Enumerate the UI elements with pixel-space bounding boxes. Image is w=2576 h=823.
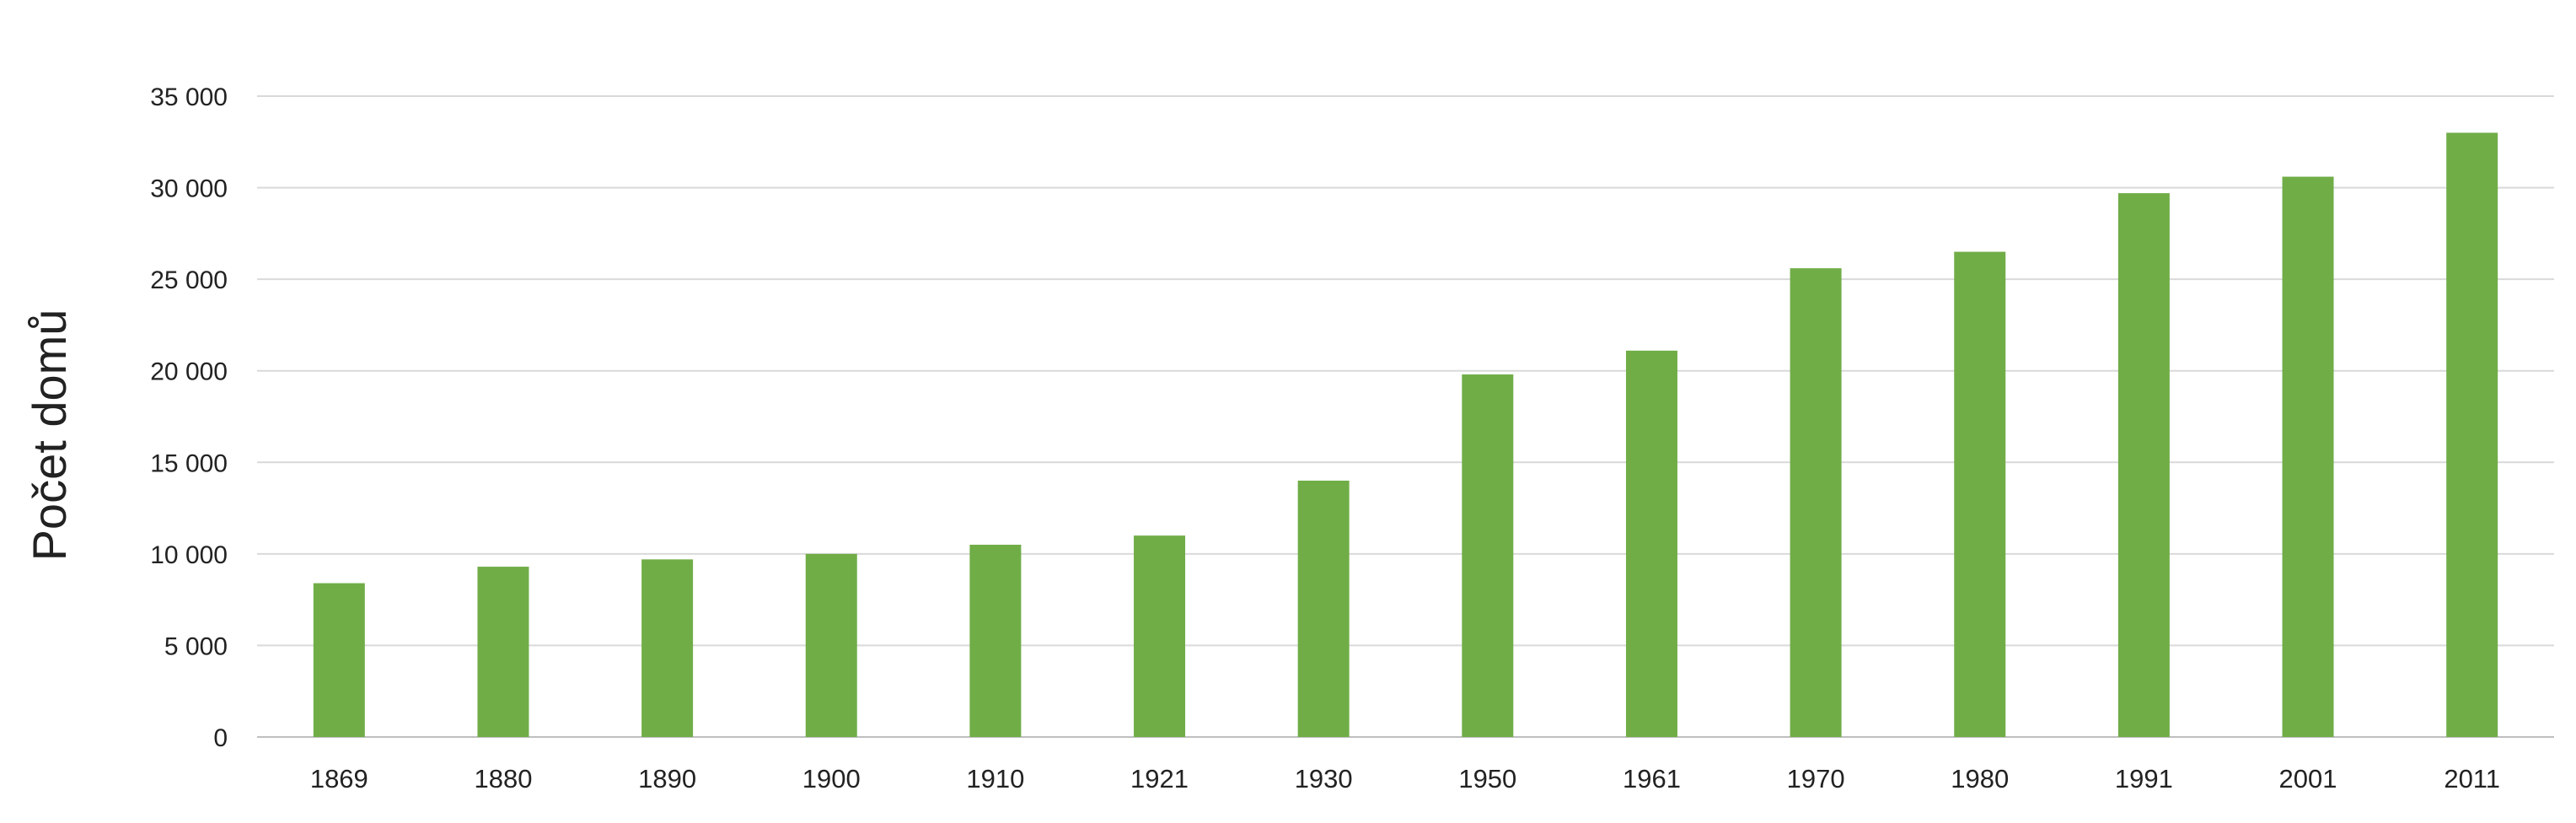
y-tick-label: 35 000: [150, 83, 228, 111]
x-tick-label: 1880: [474, 764, 532, 793]
bar-1991: [2117, 193, 2170, 738]
y-axis-label: Počet domů: [23, 309, 76, 562]
x-tick-label: 1890: [638, 764, 696, 793]
y-tick-label: 20 000: [150, 358, 228, 386]
bar-1910: [969, 545, 1022, 737]
y-tick-label: 10 000: [150, 541, 228, 569]
bar-1869: [313, 583, 365, 737]
x-tick-label: 1921: [1130, 764, 1189, 793]
bar-1900: [805, 553, 857, 737]
x-tick-label: 1991: [2115, 764, 2173, 793]
x-tick-label: 2001: [2279, 764, 2337, 793]
bars: [313, 132, 2498, 738]
gridlines: [257, 95, 2554, 738]
y-tick-label: 15 000: [150, 449, 228, 477]
y-tick-label: 25 000: [150, 266, 228, 294]
y-tick-label: 0: [213, 724, 228, 752]
y-tick-label: 30 000: [150, 175, 228, 203]
bar-1930: [1297, 481, 1350, 737]
x-tick-label: 1961: [1623, 764, 1681, 793]
x-tick-label: 1980: [1951, 764, 2009, 793]
bar-1890: [641, 559, 694, 737]
x-tick-label: 1950: [1458, 764, 1516, 793]
bar-1970: [1790, 268, 1842, 738]
bar-1880: [477, 567, 529, 737]
x-axis-ticks: 1869 1880 1890 1900 1910 1921 1930 1950 1961 1970…: [310, 764, 2500, 793]
x-tick-label: 1900: [802, 764, 861, 793]
bar-1980: [1954, 251, 2006, 738]
bar-2001: [2282, 176, 2334, 738]
x-tick-label: 2011: [2444, 764, 2500, 793]
x-tick-label: 1970: [1787, 764, 1845, 793]
bar-2011: [2446, 132, 2498, 737]
x-tick-label: 1910: [966, 764, 1024, 793]
bar-1950: [1462, 374, 1514, 737]
bar-1921: [1134, 535, 1186, 737]
y-axis-ticks: 0 5 000 10 000 15 000 20 000 25 000 30 000 35 0…: [150, 83, 228, 752]
y-tick-label: 5 000: [164, 632, 228, 660]
x-tick-label: 1869: [310, 764, 368, 793]
bar-1961: [1625, 350, 1677, 737]
x-tick-label: 1930: [1295, 764, 1353, 793]
